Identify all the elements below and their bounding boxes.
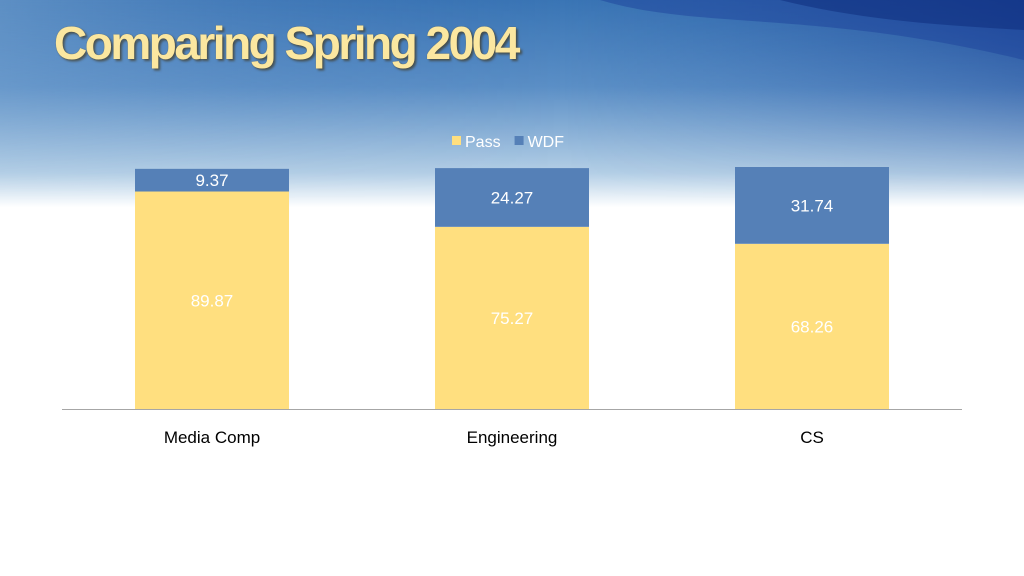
bar-wdf-engineering: [435, 168, 589, 227]
slide-title: Comparing Spring 2004: [54, 17, 520, 69]
data-label-pass-media-comp: 89.87: [191, 291, 234, 310]
chart-bars: [135, 167, 889, 409]
bar-pass-cs: [735, 243, 889, 409]
data-label-wdf-cs: 31.74: [791, 196, 834, 215]
bar-pass-media-comp: [135, 191, 289, 409]
legend-swatch-wdf: [514, 136, 524, 145]
legend-label-wdf: WDF: [528, 134, 565, 151]
chart-data-labels: 89.87 9.37 75.27 24.27 68.26 31.74: [191, 171, 834, 336]
legend-swatch-pass: [452, 136, 461, 145]
bar-pass-engineering: [435, 226, 589, 409]
bar-wdf-media-comp: [135, 168, 289, 192]
data-label-pass-engineering: 75.27: [491, 309, 534, 328]
data-label-wdf-engineering: 24.27: [491, 188, 534, 207]
category-labels: Media Comp Engineering CS: [164, 428, 824, 447]
category-label-cs: CS: [800, 428, 824, 447]
bar-wdf-cs: [735, 167, 889, 244]
chart-legend: Pass WDF: [452, 134, 564, 151]
category-label-engineering: Engineering: [467, 428, 558, 447]
data-label-wdf-media-comp: 9.37: [195, 171, 228, 190]
data-label-pass-cs: 68.26: [791, 317, 834, 336]
category-label-media-comp: Media Comp: [164, 428, 260, 447]
legend-label-pass: Pass: [465, 134, 501, 151]
